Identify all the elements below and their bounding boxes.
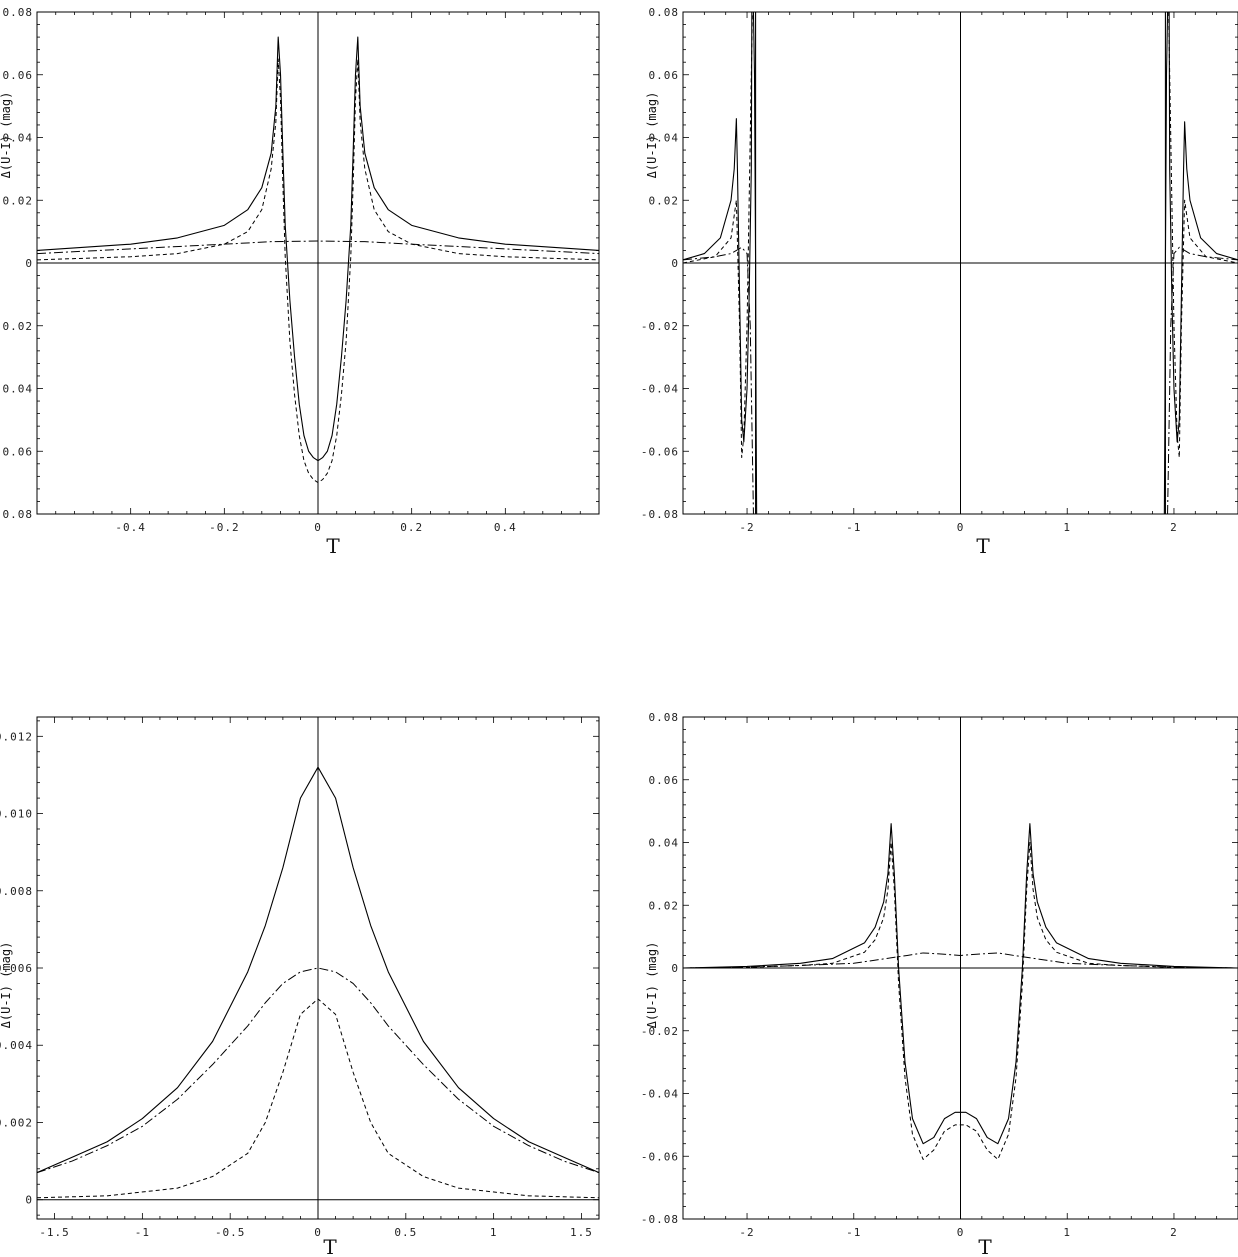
series-group (683, 12, 1238, 514)
x-tick-label: 1 (1063, 521, 1071, 534)
series-group (37, 36, 599, 484)
x-tick-label: -2 (739, 521, 754, 534)
x-tick-label: 0 (957, 521, 965, 534)
x-tick-label: 0.4 (494, 521, 517, 534)
y-tick-label: 0 (671, 962, 679, 975)
y-tick-label: -0.06 (0, 445, 33, 458)
series-line-solid-1 (683, 823, 1238, 1145)
y-tick-label: 0.06 (649, 774, 680, 787)
series-line-dashdot-2 (37, 967, 599, 1174)
y-tick-label: -0.04 (641, 383, 679, 396)
y-tick-label: -0.06 (641, 1150, 679, 1163)
y-tick-label: 0.04 (3, 132, 34, 145)
x-tick-label: -0.2 (209, 521, 240, 534)
series-line-solid-1 (37, 766, 599, 1174)
series-line-solid-2 (1163, 12, 1238, 514)
x-tick-label: 0 (314, 1226, 322, 1239)
x-axis-title: T (978, 1235, 992, 1257)
x-tick-label: 1 (490, 1226, 498, 1239)
series-line-dashed-6 (1168, 12, 1238, 459)
series-line-dashdot-3 (37, 240, 599, 255)
y-tick-label: 0.08 (3, 6, 34, 19)
x-axis-title: T (326, 534, 340, 558)
y-axis-title: Δ(U-I) (mag) (645, 92, 659, 179)
y-tick-label: 0.02 (649, 194, 680, 207)
series-line-dashed-2 (683, 842, 1238, 1160)
x-tick-label: -2 (739, 1226, 754, 1239)
y-tick-label: 0.010 (0, 808, 33, 821)
y-tick-label: 0.02 (3, 194, 34, 207)
x-tick-label: 0 (957, 1226, 965, 1239)
chart-panel-1: -0.4 -0.2 0 0.2 0.4 -0.08 -0.06 -0.04 -0.02 0 0.02… (0, 6, 600, 558)
series-line-solid-1 (683, 12, 758, 514)
y-tick-label: 0.06 (649, 69, 680, 82)
y-tick-label: 0.012 (0, 730, 33, 743)
y-tick-label: -0.08 (0, 508, 33, 521)
y-tick-label: 0.06 (3, 69, 34, 82)
y-tick-label: -0.08 (641, 508, 679, 521)
x-tick-label: -1 (846, 1226, 861, 1239)
x-tick-label: 1 (1063, 1226, 1071, 1239)
x-tick-label: -1 (135, 1226, 150, 1239)
series-group (37, 766, 599, 1199)
x-tick-label: 0.5 (394, 1226, 417, 1239)
y-tick-label: 0.08 (649, 711, 680, 724)
x-tick-label: 2 (1170, 521, 1178, 534)
series-line-dashdot-7 (683, 246, 754, 514)
series-line-solid-1 (37, 36, 599, 462)
y-tick-label: 0.002 (0, 1116, 33, 1129)
y-axis-title: Δ(U-I) (mag) (0, 92, 13, 179)
y-tick-label: 0 (25, 257, 33, 270)
x-tick-label: -1.5 (39, 1226, 70, 1239)
y-tick-label: -0.04 (0, 383, 33, 396)
x-tick-label: -0.4 (115, 521, 146, 534)
y-tick-label: -0.02 (0, 320, 33, 333)
y-tick-label: 0.04 (649, 132, 680, 145)
y-tick-label: 0.008 (0, 885, 33, 898)
y-tick-label: -0.04 (641, 1088, 679, 1101)
series-line-dashed-5 (683, 12, 753, 459)
y-tick-label: -0.06 (641, 445, 679, 458)
x-tick-label: 2 (1170, 1226, 1178, 1239)
y-tick-label: 0.004 (0, 1039, 33, 1052)
y-tick-label: 0.08 (649, 6, 680, 19)
y-tick-label: -0.02 (641, 320, 679, 333)
y-tick-label: -0.08 (641, 1213, 679, 1226)
chart-panel-3: -1.5 -1 -0.5 0 0.5 1 1.5 0 0.002 0.004 0.006 0.008 0… (0, 716, 600, 1257)
x-tick-label: 1.5 (570, 1226, 593, 1239)
y-tick-label: 0.006 (0, 962, 33, 975)
series-line-dashdot-3 (683, 952, 1238, 969)
y-axis-title: Δ(U-I) (mag) (0, 942, 13, 1029)
y-tick-label: 0 (25, 1194, 33, 1207)
y-tick-label: 0.02 (649, 899, 680, 912)
chart-panel-4: -2 -1 0 1 2 -0.08 -0.06 -0.04 -0.02 0 0.02 0.04 0.06… (641, 711, 1238, 1257)
x-tick-label: 0.2 (400, 521, 423, 534)
series-group (683, 823, 1238, 1160)
x-axis-title: T (976, 534, 990, 558)
x-tick-label: -1 (846, 521, 861, 534)
y-tick-label: -0.02 (641, 1025, 679, 1038)
y-tick-label: 0 (671, 257, 679, 270)
y-tick-label: 0.04 (649, 837, 680, 850)
chart-panel-2: -2 -1 0 1 2 -0.08 -0.06 -0.04 -0.02 0 0.02 0.04 0.06… (641, 6, 1238, 558)
x-tick-label: -0.5 (215, 1226, 246, 1239)
series-line-dashed-2 (37, 58, 599, 484)
series-line-dashdot-8 (1167, 246, 1238, 514)
series-line-dashed-3 (37, 998, 599, 1199)
y-axis-title: Δ(U-I) (mag) (645, 942, 659, 1029)
x-axis-title: T (323, 1235, 337, 1257)
x-tick-label: 0 (314, 521, 322, 534)
